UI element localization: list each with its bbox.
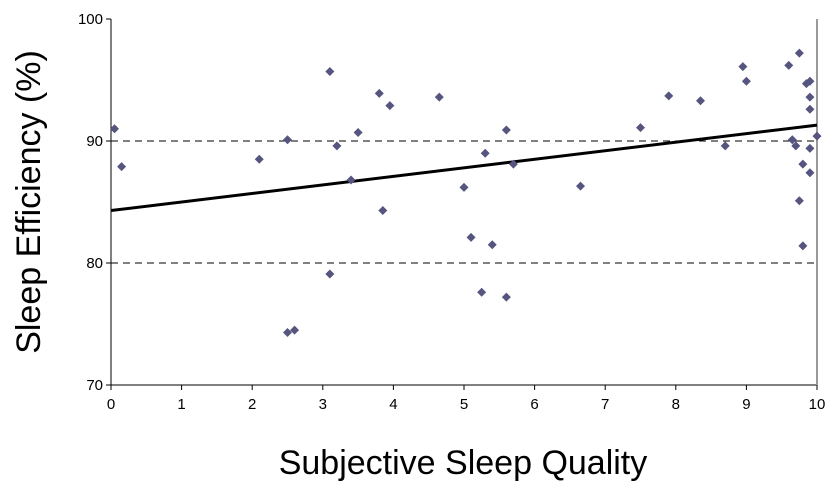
- data-point-13: [385, 101, 395, 111]
- data-point-8: [332, 141, 342, 151]
- data-point-16: [466, 232, 476, 242]
- data-point-4: [283, 135, 292, 145]
- x-tick-label-6: 6: [530, 396, 538, 413]
- data-point-2: [254, 154, 264, 164]
- data-point-19: [487, 240, 497, 250]
- x-tick-label-9: 9: [742, 396, 750, 413]
- data-point-5: [290, 325, 300, 335]
- data-point-26: [696, 96, 706, 106]
- data-point-17: [477, 287, 487, 297]
- data-point-39: [805, 92, 815, 102]
- data-point-14: [434, 92, 444, 102]
- tick-labels: 0 1 2 3 4 5 6 7 8 9 10 70 80 90 100: [78, 11, 825, 413]
- x-tick-label-3: 3: [319, 396, 327, 413]
- x-tick-label-10: 10: [809, 396, 826, 413]
- axes: [106, 18, 818, 390]
- data-point-10: [353, 127, 363, 137]
- data-point-40: [805, 104, 815, 114]
- y-tick-label-100: 100: [78, 11, 103, 28]
- y-tick-label-90: 90: [86, 133, 103, 150]
- data-point-21: [501, 292, 511, 302]
- x-tick-label-7: 7: [601, 396, 609, 413]
- data-point-1: [117, 162, 127, 172]
- x-tick-label-5: 5: [460, 396, 468, 413]
- data-point-30: [784, 60, 794, 70]
- data-point-43: [812, 131, 822, 141]
- data-point-35: [798, 159, 808, 169]
- data-point-33: [794, 48, 804, 58]
- x-tick-label-0: 0: [107, 396, 115, 413]
- data-point-31: [787, 135, 797, 145]
- data-point-36: [798, 241, 808, 251]
- x-tick-label-2: 2: [248, 396, 256, 413]
- x-tick-label-4: 4: [389, 396, 397, 413]
- data-point-11: [374, 88, 384, 98]
- trendline-group: [110, 123, 818, 213]
- data-point-29: [741, 76, 751, 86]
- data-point-0: [110, 124, 120, 134]
- trendline: [110, 123, 818, 213]
- data-point-15: [459, 182, 469, 192]
- x-tick-label-1: 1: [177, 396, 185, 413]
- data-point-22: [508, 159, 518, 169]
- data-points: [110, 48, 822, 338]
- data-point-41: [805, 168, 815, 178]
- y-tick-label-80: 80: [86, 255, 103, 272]
- data-point-38: [805, 76, 815, 86]
- data-point-34: [794, 196, 804, 206]
- data-point-23: [575, 181, 585, 191]
- data-point-18: [480, 148, 490, 158]
- data-point-3: [283, 328, 292, 338]
- data-point-28: [738, 62, 748, 72]
- data-point-27: [720, 141, 730, 151]
- data-point-12: [378, 206, 388, 216]
- data-point-24: [636, 123, 645, 133]
- data-point-25: [664, 91, 674, 101]
- data-point-9: [346, 175, 356, 185]
- x-axis-title: Subjective Sleep Quality: [279, 444, 648, 482]
- data-point-32: [791, 141, 801, 151]
- y-axis-title: Sleep Efficiency (%): [10, 50, 48, 354]
- x-tick-label-8: 8: [672, 396, 680, 413]
- data-point-42: [805, 143, 815, 153]
- y-tick-label-70: 70: [86, 377, 103, 394]
- gridlines: [111, 140, 817, 264]
- data-point-6: [325, 66, 335, 76]
- data-point-7: [325, 269, 335, 279]
- data-point-20: [501, 125, 511, 135]
